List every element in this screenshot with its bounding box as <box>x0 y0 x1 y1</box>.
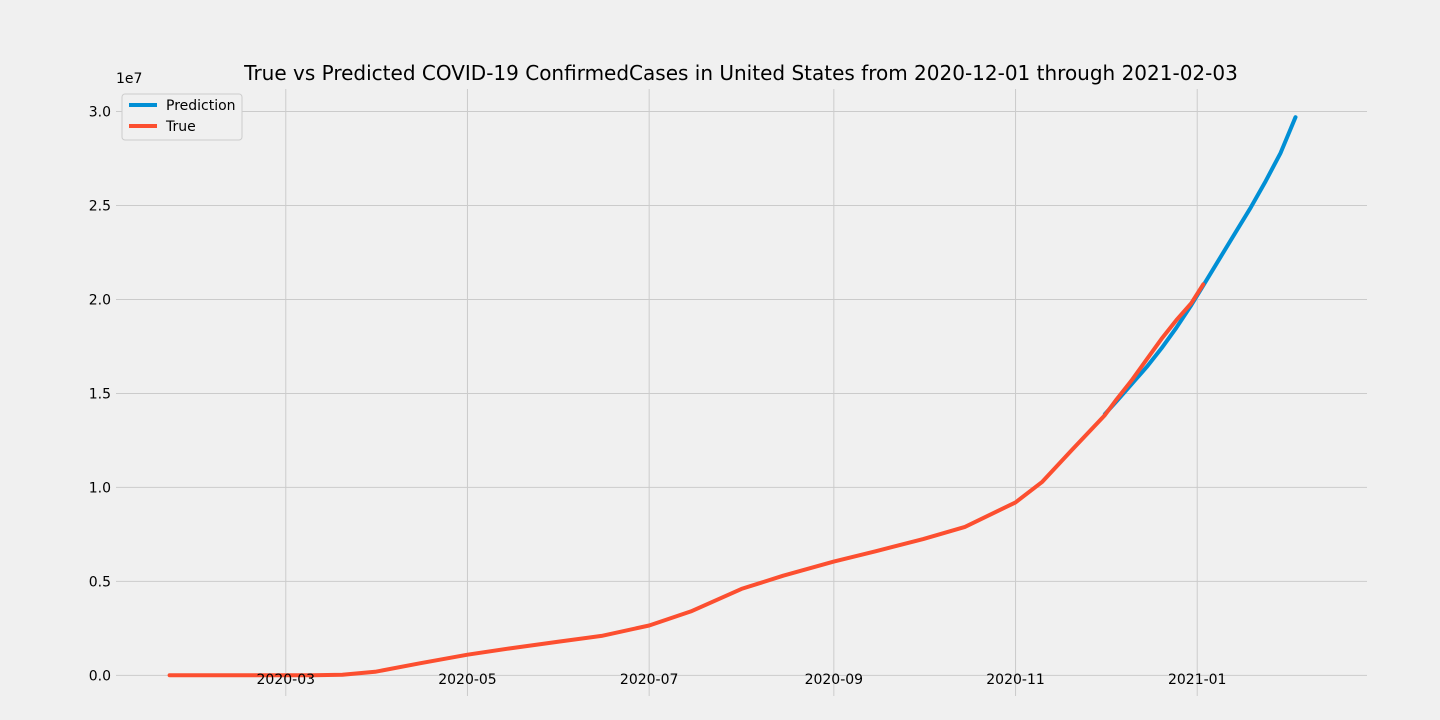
plot-area <box>116 89 1367 696</box>
x-tick-label: 2020-11 <box>986 672 1045 688</box>
y-tick-label: 0.0 <box>89 668 111 684</box>
x-tick-label: 2020-05 <box>438 672 497 688</box>
y-tick-label: 2.0 <box>89 292 111 308</box>
x-tick-label: 2020-07 <box>620 672 679 688</box>
chart-title: True vs Predicted COVID-19 ConfirmedCase… <box>243 61 1238 85</box>
legend-label-prediction: Prediction <box>166 98 236 114</box>
y-tick-label: 3.0 <box>89 105 111 121</box>
x-tick-label: 2021-01 <box>1168 672 1227 688</box>
x-tick-label: 2020-03 <box>257 672 316 688</box>
y-tick-label: 1.0 <box>89 480 111 496</box>
legend-label-true: True <box>165 119 196 135</box>
y-axis-offset-label: 1e7 <box>116 71 142 87</box>
x-tick-label: 2020-09 <box>805 672 864 688</box>
y-tick-label: 2.5 <box>89 199 111 215</box>
legend: Prediction True <box>122 94 242 140</box>
y-tick-label: 0.5 <box>89 574 111 590</box>
y-tick-label: 1.5 <box>89 386 111 402</box>
